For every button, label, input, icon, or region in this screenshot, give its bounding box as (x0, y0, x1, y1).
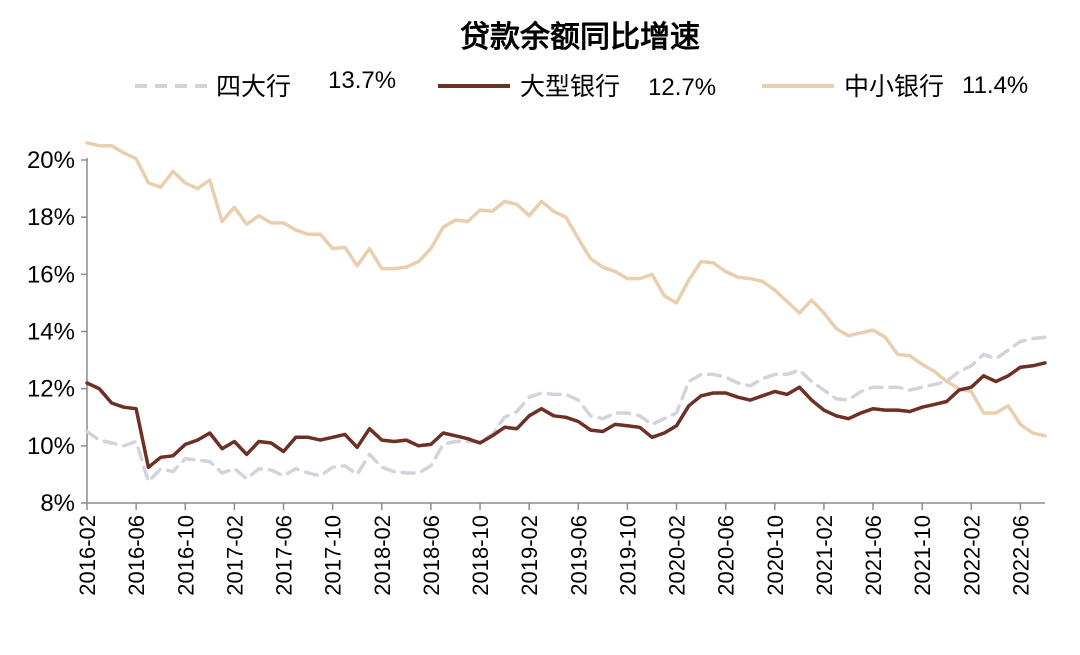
x-tick-label: 2022-02 (959, 515, 984, 596)
legend-item-big-four: 四大行 13.7% (135, 67, 396, 101)
x-tick-label: 2020-06 (714, 515, 739, 596)
x-tick-label: 2019-06 (566, 515, 591, 596)
y-tick-label: 10% (27, 433, 75, 460)
legend-item-large-banks: 大型银行 12.7% (438, 72, 716, 101)
x-tick-label: 2020-10 (763, 515, 788, 596)
y-tick-label: 12% (27, 376, 75, 403)
x-tick-label: 2021-06 (861, 515, 886, 596)
x-tick-label: 2017-10 (321, 515, 346, 596)
legend-label-small-medium-banks: 中小银行 (844, 72, 944, 101)
legend-item-small-medium-banks: 中小银行 11.4% (762, 72, 1028, 101)
y-tick-label: 14% (27, 319, 75, 346)
series-line-small-medium-banks (85, 141, 1047, 438)
x-tick-label: 2017-02 (222, 515, 247, 596)
x-tick-label: 2016-06 (124, 515, 149, 596)
y-tick-label: 16% (27, 261, 75, 288)
series-line-big-four (85, 335, 1047, 484)
x-tick-label: 2016-02 (75, 515, 100, 596)
y-axis: 8% 10% 12% 14% 16% 18% 20% (27, 147, 88, 517)
x-tick-label: 2018-02 (370, 515, 395, 596)
legend-value-small-medium-banks: 11.4% (962, 72, 1028, 99)
y-tick-label: 8% (40, 490, 75, 517)
series-line-large-banks (85, 361, 1047, 470)
legend-value-big-four: 13.7% (328, 67, 396, 94)
chart-title: 贷款余额同比增速 (460, 20, 700, 55)
legend-value-large-banks: 12.7% (648, 74, 716, 101)
legend-label-big-four: 四大行 (216, 72, 291, 101)
x-tick-label: 2022-06 (1008, 515, 1033, 596)
x-tick-label: 2020-02 (665, 515, 690, 596)
x-tick-label: 2021-02 (812, 515, 837, 596)
legend: 四大行 13.7% 大型银行 12.7% 中小银行 11.4% (135, 67, 1028, 101)
y-tick-label: 20% (27, 147, 75, 174)
x-tick-label: 2016-10 (173, 515, 198, 596)
y-tick-label: 18% (27, 204, 75, 231)
series-layer (85, 141, 1047, 484)
x-tick-label: 2019-02 (517, 515, 542, 596)
x-tick-label: 2018-06 (419, 515, 444, 596)
legend-label-large-banks: 大型银行 (520, 72, 620, 101)
x-tick-label: 2019-10 (615, 515, 640, 596)
x-tick-label: 2021-10 (910, 515, 935, 596)
x-tick-label: 2017-06 (272, 515, 297, 596)
x-axis: 2016-02 2016-06 2016-10 2017-02 2017-06 2017-… (75, 502, 1045, 596)
x-tick-label: 2018-10 (468, 515, 493, 596)
